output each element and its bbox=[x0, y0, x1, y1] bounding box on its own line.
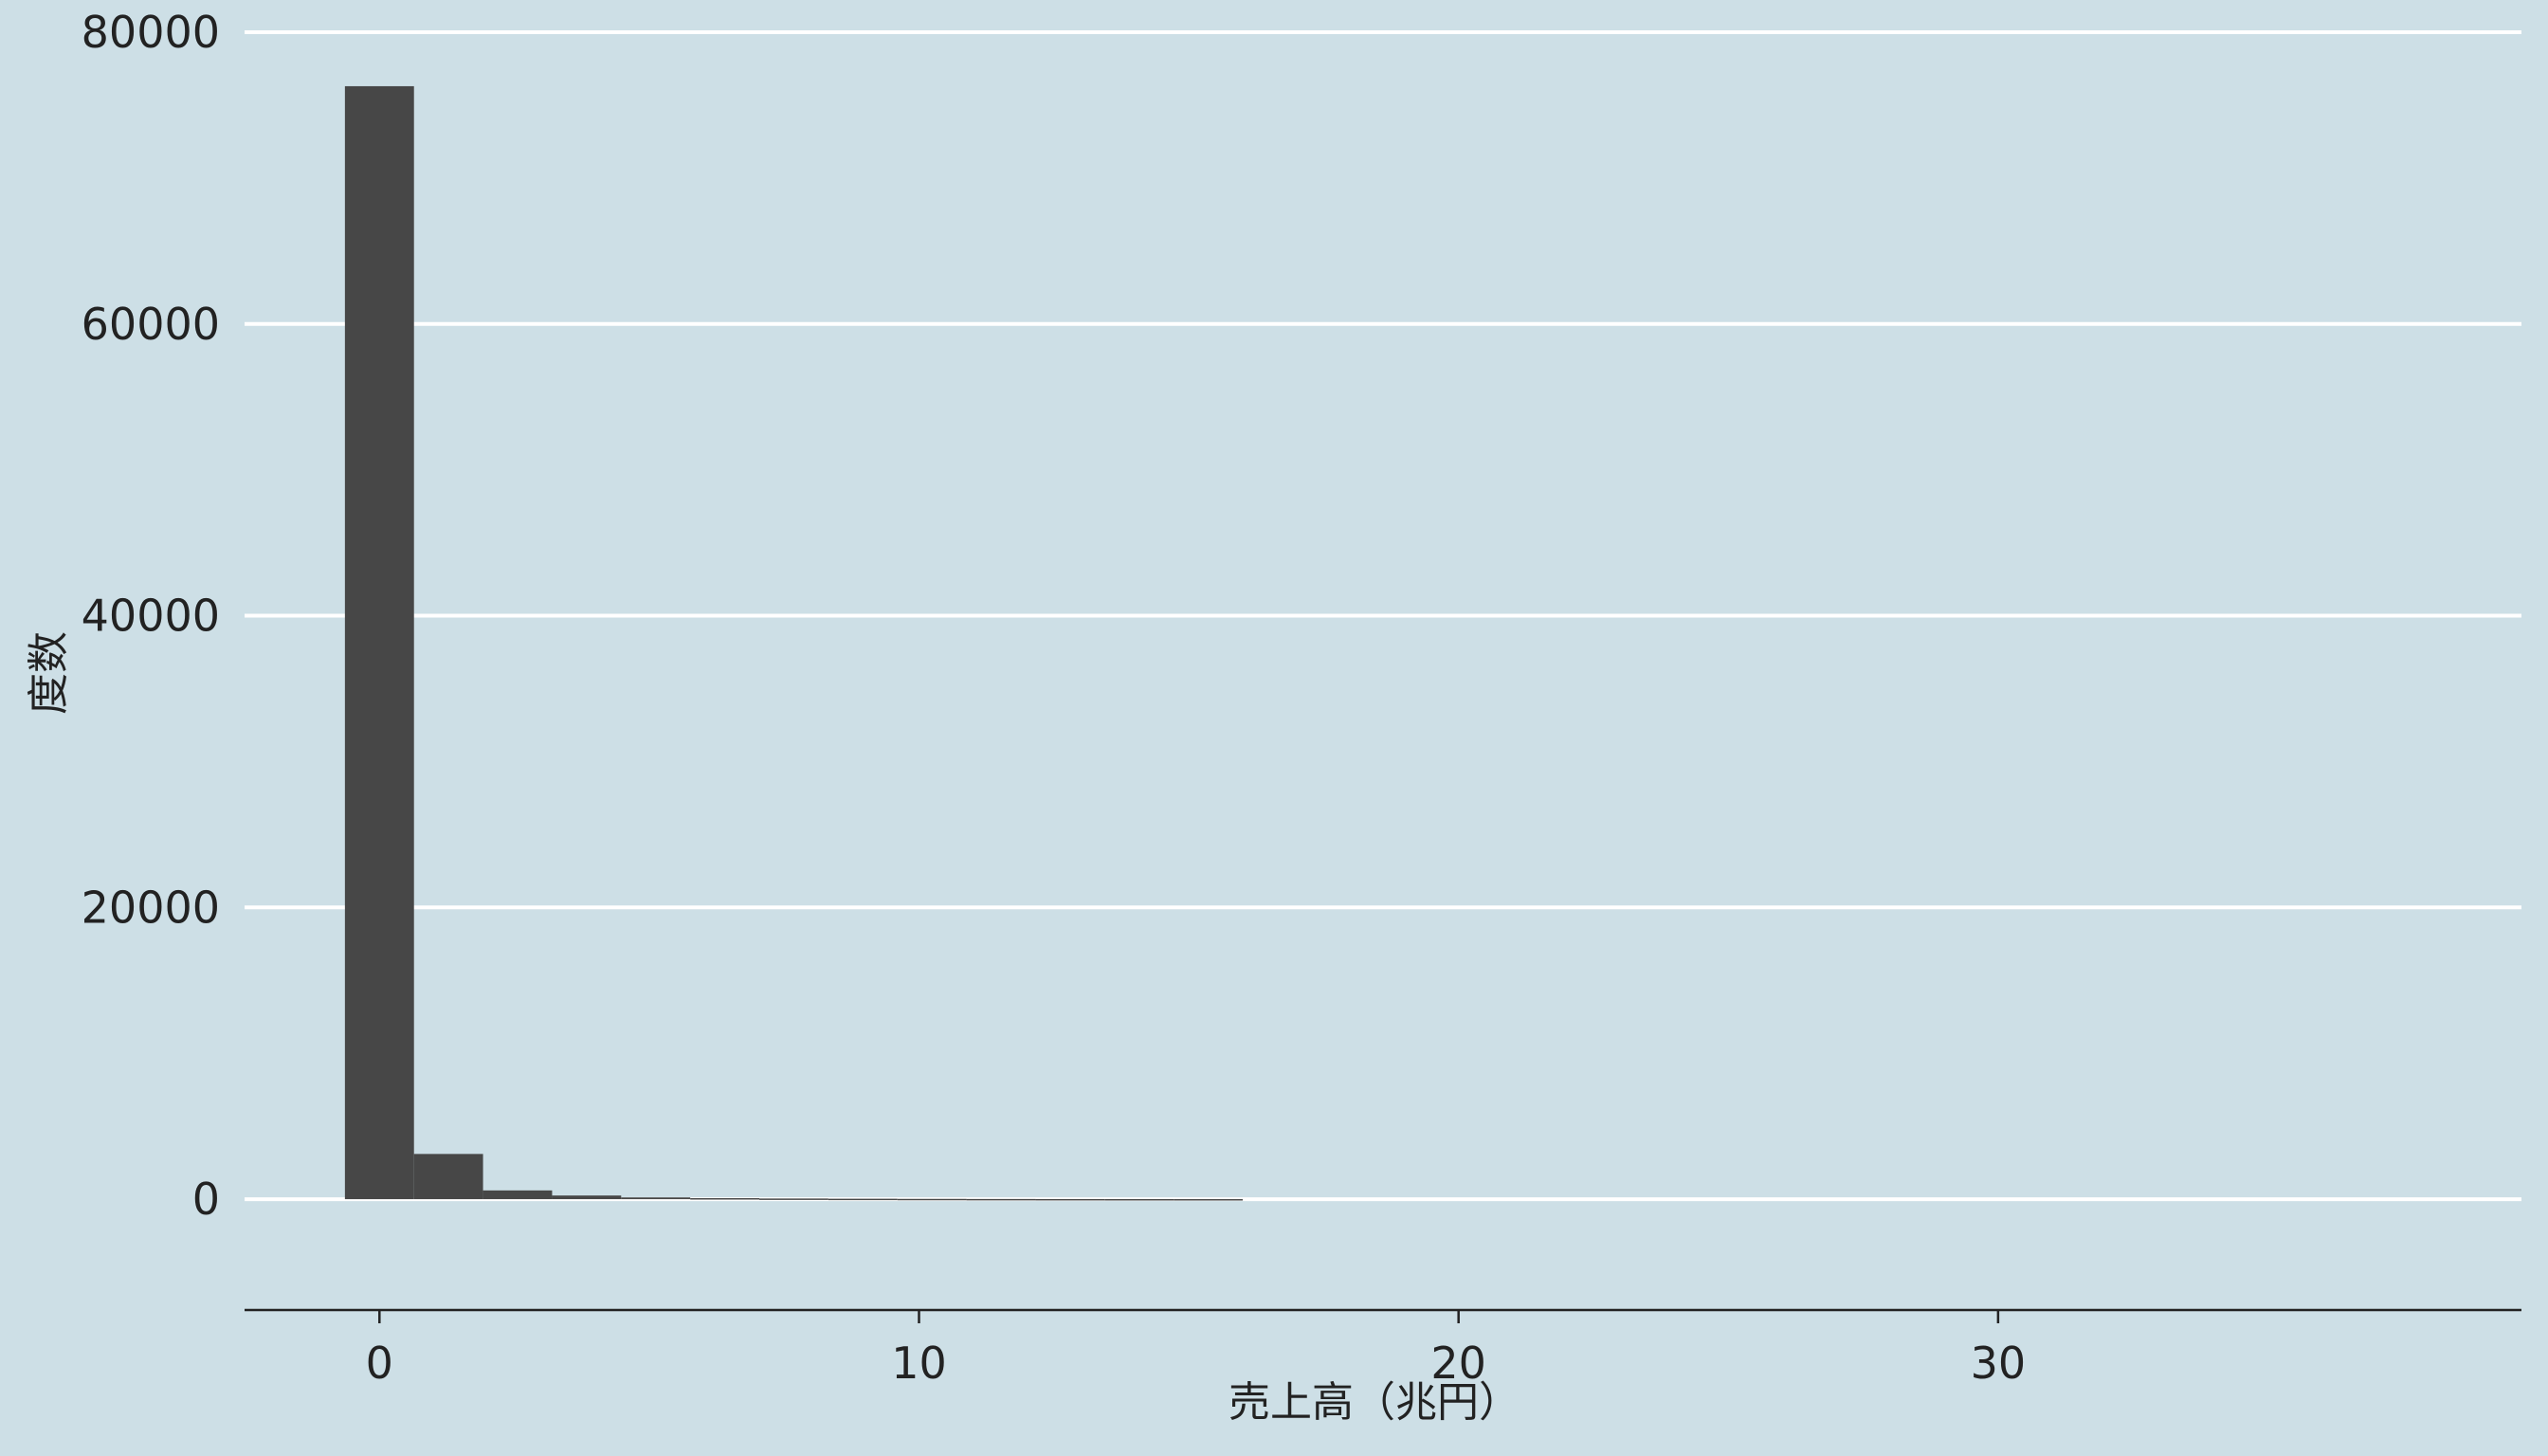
histogram-bar-10 bbox=[1035, 1198, 1105, 1201]
grid-lines bbox=[245, 30, 2521, 1202]
histogram-bar-11 bbox=[1104, 1198, 1174, 1201]
x-tick-label-2: 20 bbox=[1430, 1338, 1486, 1389]
x-tick-label-1: 10 bbox=[891, 1338, 947, 1389]
histogram-bar-9 bbox=[966, 1198, 1036, 1201]
y-axis-ticks: 0 20000 40000 60000 80000 bbox=[82, 7, 220, 1225]
y-tick-label-4: 80000 bbox=[82, 7, 220, 58]
x-axis-title: 売上高（兆円） bbox=[1228, 1378, 1520, 1427]
histogram-bar-12 bbox=[1174, 1199, 1244, 1201]
histogram-bar-3 bbox=[552, 1195, 622, 1200]
x-tick-label-0: 0 bbox=[366, 1338, 393, 1389]
histogram-bar-6 bbox=[759, 1198, 828, 1200]
y-tick-label-0: 0 bbox=[192, 1174, 220, 1225]
histogram-bar-4 bbox=[621, 1197, 691, 1200]
x-axis-ticks: 0 10 20 30 bbox=[366, 1310, 2026, 1389]
y-axis-title: 度数 bbox=[25, 631, 73, 715]
y-tick-label-2: 40000 bbox=[82, 591, 220, 642]
histogram-bar-5 bbox=[690, 1197, 760, 1200]
x-tick-label-3: 30 bbox=[1971, 1338, 2027, 1389]
histogram-bar-0 bbox=[344, 85, 414, 1200]
histogram-bar-7 bbox=[828, 1198, 898, 1201]
histogram-bar-2 bbox=[482, 1190, 553, 1200]
histogram-bars bbox=[344, 85, 1244, 1201]
y-tick-label-1: 20000 bbox=[82, 882, 220, 933]
y-tick-label-3: 60000 bbox=[82, 299, 220, 350]
histogram-bar-1 bbox=[413, 1154, 483, 1200]
histogram-bar-8 bbox=[897, 1198, 967, 1201]
